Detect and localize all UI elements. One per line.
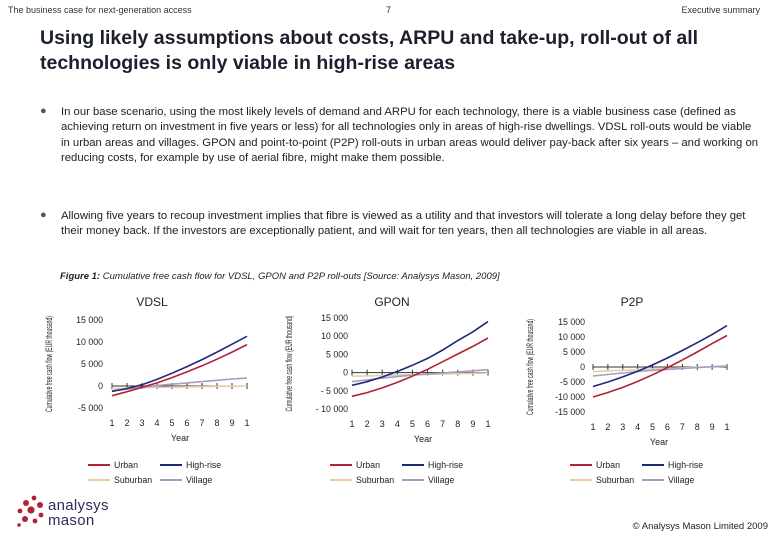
figure-caption: Figure 1: Cumulative free cash flow for … [60, 271, 500, 282]
legend-label: Village [428, 475, 454, 485]
y-tick-label: 0 [98, 381, 103, 391]
x-tick-label: 7 [199, 418, 204, 428]
series-line-high-rise [592, 324, 728, 388]
x-tick-label: 7 [440, 419, 445, 429]
legend-label: Suburban [114, 475, 152, 485]
chart-title: VDSL [136, 295, 168, 309]
y-axis-label: Cumulative free cash flow (EUR thousand) [525, 319, 535, 415]
y-tick-label: -15 000 [555, 407, 585, 417]
y-tick-label: 10 000 [558, 332, 585, 342]
x-tick-label: 1 [724, 422, 729, 432]
x-tick-label: 1 [349, 419, 354, 429]
legend-label: Village [186, 475, 212, 485]
series-line-high-rise [351, 320, 489, 387]
bullet-text: Allowing five years to recoup investment… [61, 210, 746, 238]
analysys-mason-logo-icon [17, 495, 44, 527]
y-tick-label: -5 000 [560, 377, 585, 387]
y-tick-label: - 5 000 [321, 386, 348, 396]
series-line-urban [592, 334, 728, 398]
y-axis-label: Cumulative free cash flow (EUR thousand) [44, 316, 54, 412]
y-tick-label: 5 000 [81, 359, 103, 369]
logo-wordmark: analysys mason [48, 498, 109, 528]
y-tick-label: 15 000 [558, 317, 585, 327]
y-tick-label: 5 000 [563, 347, 585, 357]
x-tick-label: 1 [485, 419, 490, 429]
header-document-title: The business case for next-generation ac… [8, 5, 192, 15]
bullet-dot-icon: ● [40, 105, 47, 117]
chart-vdsl: VDSL Cumulative free cash flow (EUR thous… [44, 295, 250, 485]
x-tick-label: 2 [365, 419, 370, 429]
header-section-name: Executive summary [681, 5, 760, 15]
x-tick-label: 2 [605, 422, 610, 432]
legend-label: Urban [596, 460, 620, 470]
y-tick-label: -5 000 [78, 403, 103, 413]
legend-label: High-rise [186, 460, 221, 470]
x-tick-label: 4 [635, 422, 640, 432]
legend-label: High-rise [668, 460, 703, 470]
x-axis-label: Year [171, 433, 189, 443]
y-tick-label: 15 000 [76, 315, 103, 325]
y-axis-label: Cumulative free cash flow (EUR thousand) [284, 315, 294, 411]
x-tick-label: 8 [214, 418, 219, 428]
y-tick-label: -10 000 [555, 392, 585, 402]
page-number: 7 [386, 5, 392, 15]
bullet-item: ● Allowing five years to recoup investme… [40, 209, 760, 240]
chart-title: P2P [621, 295, 644, 309]
chart-gpon: GPON Cumulative free cash flow (EUR thous… [284, 295, 491, 485]
series-line-urban [351, 337, 489, 398]
x-tick-label: 3 [380, 419, 385, 429]
x-tick-label: 1 [109, 418, 114, 428]
bullet-dot-icon: ● [40, 209, 47, 221]
x-tick-label: 4 [154, 418, 159, 428]
x-axis-label: Year [414, 434, 432, 444]
series-line-urban [111, 343, 248, 397]
figure-label: Figure 1: [60, 271, 101, 282]
chart-title: GPON [374, 295, 409, 309]
x-tick-label: 8 [695, 422, 700, 432]
series-line-high-rise [111, 335, 248, 393]
x-tick-label: 1 [244, 418, 249, 428]
x-tick-label: 9 [229, 418, 234, 428]
bullet-item: ● In our base scenario, using the most l… [40, 105, 760, 167]
x-tick-label: 9 [710, 422, 715, 432]
legend-label: Suburban [596, 475, 634, 485]
y-tick-label: 10 000 [76, 337, 103, 347]
series-line-village [111, 377, 248, 392]
chart-p2p: P2P Cumulative free cash flow (EUR thousa… [525, 295, 730, 485]
x-tick-label: 7 [680, 422, 685, 432]
x-tick-label: 6 [184, 418, 189, 428]
x-tick-label: 5 [169, 418, 174, 428]
slide-title: Using likely assumptions about costs, AR… [40, 27, 699, 74]
x-tick-label: 6 [425, 419, 430, 429]
figure-caption-text: Cumulative free cash flow for VDSL, GPON… [102, 271, 500, 282]
legend-label: Village [668, 475, 694, 485]
y-tick-label: 5 000 [326, 349, 348, 359]
y-tick-label: 0 [580, 362, 585, 372]
logo-line2: mason [48, 512, 95, 529]
x-tick-label: 5 [410, 419, 415, 429]
legend-label: Urban [114, 460, 138, 470]
x-tick-label: 5 [650, 422, 655, 432]
x-tick-label: 8 [455, 419, 460, 429]
x-tick-label: 1 [590, 422, 595, 432]
x-tick-label: 3 [139, 418, 144, 428]
x-tick-label: 9 [470, 419, 475, 429]
logo-line1: analysys [48, 497, 109, 514]
series-line-village [592, 365, 728, 377]
copyright-notice: © Analysys Mason Limited 2009 [632, 521, 768, 532]
x-tick-label: 4 [395, 419, 400, 429]
legend-label: High-rise [428, 460, 463, 470]
x-axis-label: Year [650, 437, 668, 447]
y-tick-label: 15 000 [321, 313, 348, 323]
legend-label: Urban [356, 460, 380, 470]
x-tick-label: 3 [620, 422, 625, 432]
bullet-text: In our base scenario, using the most lik… [61, 106, 759, 165]
x-tick-label: 6 [665, 422, 670, 432]
y-tick-label: 0 [343, 368, 348, 378]
y-tick-label: 10 000 [321, 331, 348, 341]
legend-label: Suburban [356, 475, 394, 485]
x-tick-label: 2 [124, 418, 129, 428]
y-tick-label: - 10 000 [316, 404, 348, 414]
